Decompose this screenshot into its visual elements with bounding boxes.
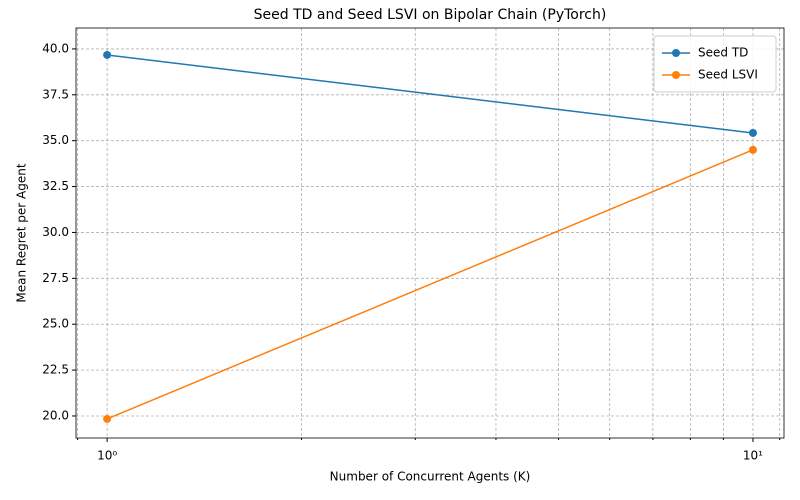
data-point (103, 414, 112, 423)
y-tick-label: 22.5 (42, 363, 69, 377)
legend-marker (672, 71, 680, 79)
chart-title: Seed TD and Seed LSVI on Bipolar Chain (… (254, 7, 607, 23)
legend-box (653, 35, 777, 93)
legend-label: Seed LSVI (698, 68, 758, 82)
y-tick-label: 40.0 (42, 41, 69, 55)
y-tick-label: 20.0 (42, 408, 69, 422)
y-axis-label: Mean Regret per Agent (15, 163, 29, 302)
x-axis-label: Number of Concurrent Agents (K) (330, 470, 531, 484)
y-tick-label: 27.5 (42, 271, 69, 285)
data-point (103, 50, 112, 59)
y-tick-label: 30.0 (42, 225, 69, 239)
y-tick-label: 37.5 (42, 87, 69, 101)
y-tick-label: 35.0 (42, 133, 69, 147)
series-line (106, 149, 754, 420)
legend: Seed TD Seed LSVI (653, 35, 777, 93)
y-tick-label: 25.0 (42, 317, 69, 331)
plot-frame (75, 27, 785, 439)
data-point (748, 128, 757, 137)
series-line (107, 54, 754, 134)
legend-marker (672, 49, 680, 57)
x-tick-label: 10⁰ (97, 449, 117, 463)
legend-label: Seed TD (698, 46, 748, 60)
x-tick-label: 10¹ (743, 449, 763, 463)
y-tick-label: 32.5 (42, 179, 69, 193)
data-point (748, 145, 757, 154)
